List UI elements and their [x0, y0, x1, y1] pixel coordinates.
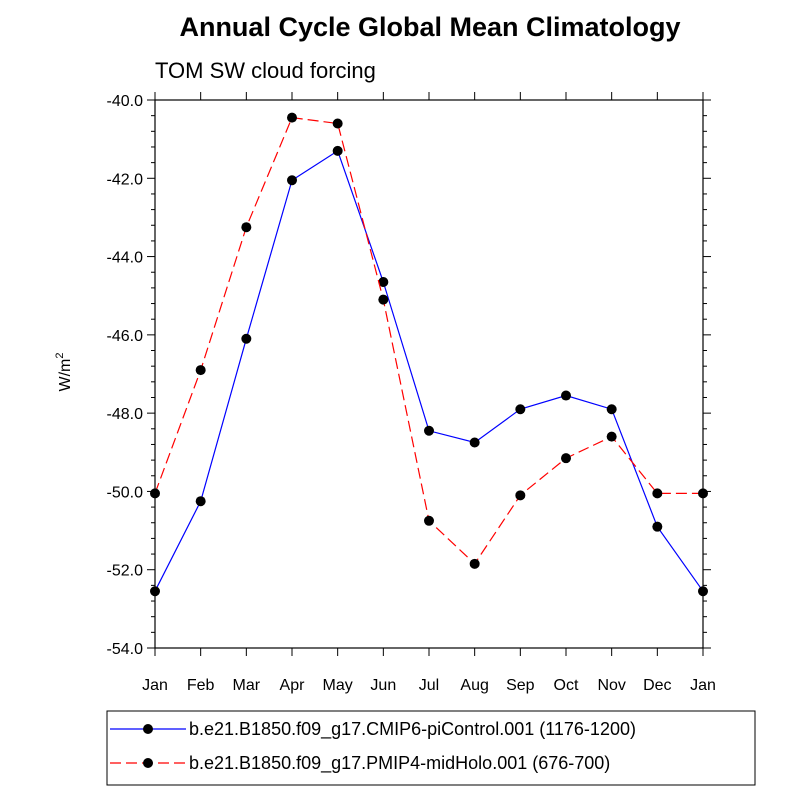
x-tick-label: Nov [597, 677, 625, 694]
y-axis-label-base: W/m [57, 359, 74, 392]
legend-entry-1: b.e21.B1850.f09_g17.CMIP6-piControl.001 … [110, 719, 636, 740]
y-tick-label: -40.0 [107, 93, 144, 110]
y-tick-labels: -40.0 -42.0 -44.0 -46.0 -48.0 -50.0 -52.0 -54.0 [107, 93, 144, 658]
x-tick-label: Apr [280, 677, 306, 694]
plot-frame [154, 99, 704, 649]
data-point [606, 431, 617, 442]
chart-title: Annual Cycle Global Mean Climatology [179, 12, 680, 42]
data-point [561, 390, 571, 401]
y-tick-label: -52.0 [107, 563, 144, 580]
data-point [150, 586, 160, 597]
x-tick-label: Jun [370, 677, 396, 694]
y-axis-label: W/m2 [54, 353, 74, 392]
data-point [287, 112, 297, 123]
data-point [652, 488, 663, 499]
data-point [424, 425, 434, 436]
legend-label: b.e21.B1850.f09_g17.CMIP6-piControl.001 … [189, 719, 636, 740]
data-point [287, 175, 297, 186]
x-tick-label: Oct [554, 677, 579, 694]
data-point [241, 222, 252, 233]
svg-text:W/m2: W/m2 [54, 353, 74, 392]
data-point [150, 488, 160, 499]
y-tick-label: -44.0 [107, 250, 144, 267]
x-tick-label: Aug [460, 677, 488, 694]
y-axis-label-superscript: 2 [54, 353, 66, 359]
y-tick-label: -42.0 [107, 171, 144, 188]
data-point [515, 404, 526, 415]
data-point [469, 437, 480, 448]
data-point [424, 515, 434, 526]
data-point [698, 586, 708, 597]
x-tick-label: Sep [506, 677, 535, 694]
x-tick-label: Jan [690, 677, 716, 694]
data-point [195, 496, 206, 507]
x-tick-label: Feb [187, 677, 215, 694]
x-tick-label: Jan [142, 677, 168, 694]
series-1 [150, 145, 708, 597]
y-tick-label: -48.0 [107, 406, 144, 423]
data-point [195, 365, 206, 376]
legend-marker [143, 724, 153, 734]
x-tick-label: Jul [419, 677, 439, 694]
data-point [652, 521, 663, 532]
data-point [378, 277, 389, 288]
chart-subtitle: TOM SW cloud forcing [155, 58, 376, 83]
legend-label: b.e21.B1850.f09_g17.PMIP4-midHolo.001 (6… [189, 753, 610, 774]
data-point [515, 490, 526, 501]
data-point [698, 488, 708, 499]
data-point [561, 453, 571, 464]
series-2 [150, 112, 708, 569]
data-point [469, 558, 480, 569]
data-point [332, 118, 343, 129]
data-point [332, 145, 343, 156]
x-tick-label: Dec [643, 677, 671, 694]
x-tick-labels: Jan Feb Mar Apr May Jun Jul Aug Sep Oct Nov Dec Jan [142, 677, 716, 694]
x-tick-label: May [323, 677, 353, 694]
legend-entry-2: b.e21.B1850.f09_g17.PMIP4-midHolo.001 (6… [110, 753, 610, 774]
y-tick-label: -46.0 [107, 328, 144, 345]
series-layer [150, 112, 708, 597]
data-point [378, 294, 389, 305]
data-point [241, 333, 252, 344]
y-tick-label: -54.0 [107, 641, 144, 658]
legend: b.e21.B1850.f09_g17.CMIP6-piControl.001 … [110, 719, 636, 774]
y-tick-label: -50.0 [107, 484, 144, 501]
series-line [154, 116, 703, 565]
legend-box [106, 710, 756, 786]
data-point [606, 404, 617, 415]
legend-marker [143, 758, 153, 768]
x-tick-label: Mar [233, 677, 261, 694]
axis-ticks [147, 92, 711, 656]
